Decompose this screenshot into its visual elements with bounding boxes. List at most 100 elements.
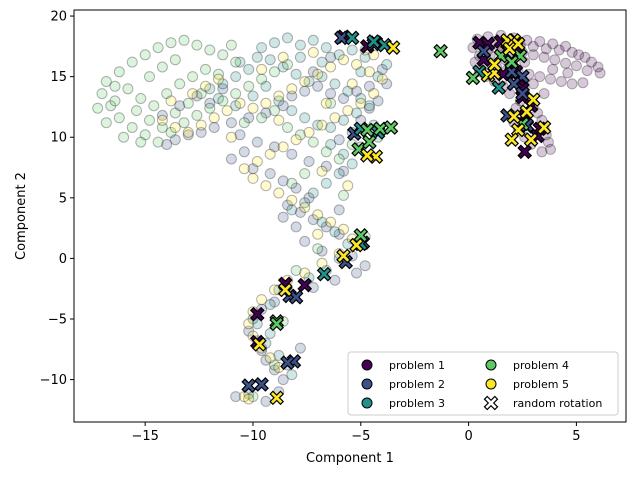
rotation-marker bbox=[385, 40, 401, 55]
cloud-point bbox=[135, 136, 147, 148]
cloud-point bbox=[286, 204, 298, 216]
cloud-point bbox=[573, 49, 585, 61]
cloud-point bbox=[290, 134, 302, 146]
cloud-point bbox=[165, 37, 177, 49]
cloud-point bbox=[247, 90, 259, 102]
cloud-point bbox=[372, 95, 384, 107]
cloud-point bbox=[217, 49, 229, 61]
cloud-point bbox=[547, 38, 559, 50]
cloud-point bbox=[581, 65, 593, 77]
cloud-point bbox=[338, 54, 349, 66]
cloud-point bbox=[139, 129, 151, 141]
rotation-marker bbox=[465, 70, 481, 86]
cloud-point bbox=[363, 102, 375, 114]
cloud-point bbox=[277, 141, 289, 153]
cloud-point bbox=[256, 112, 268, 124]
rotation-marker bbox=[366, 34, 382, 49]
cloud-point bbox=[247, 172, 259, 184]
cloud-point bbox=[243, 325, 255, 337]
cloud-point bbox=[549, 54, 561, 66]
cloud-point bbox=[126, 56, 138, 68]
y-tick-label: 15 bbox=[50, 70, 67, 85]
cloud-point bbox=[178, 34, 190, 46]
rotation-marker bbox=[433, 43, 448, 59]
cloud-point bbox=[243, 80, 255, 92]
cloud-point bbox=[560, 40, 572, 52]
rotation-marker bbox=[476, 43, 492, 59]
cloud-point bbox=[538, 88, 550, 100]
legend-label: problem 2 bbox=[389, 378, 445, 391]
x-tick-label: −15 bbox=[131, 429, 158, 444]
cloud-point bbox=[264, 352, 276, 364]
y-axis-ticks: −10 −5 0 5 10 15 20 bbox=[40, 10, 74, 388]
cloud-point bbox=[290, 221, 302, 233]
cloud-point bbox=[269, 37, 280, 49]
cloud-point bbox=[372, 71, 384, 83]
cloud-point bbox=[303, 76, 315, 87]
cloud-point bbox=[316, 56, 328, 68]
cloud-point bbox=[299, 235, 311, 247]
y-axis-label: Component 2 bbox=[14, 172, 29, 260]
cloud-point bbox=[553, 44, 565, 56]
cloud-point bbox=[161, 88, 173, 100]
cloud-point bbox=[100, 117, 112, 129]
cloud-point bbox=[204, 83, 216, 95]
cloud-point bbox=[555, 76, 567, 87]
rotation-marker bbox=[491, 80, 507, 95]
cloud-point bbox=[329, 226, 341, 238]
cloud-point bbox=[325, 139, 337, 150]
cloud-point bbox=[303, 156, 315, 167]
cloud-point bbox=[161, 139, 173, 150]
rotation-marker bbox=[254, 377, 269, 392]
cloud-point bbox=[148, 100, 160, 112]
cloud-point bbox=[230, 56, 242, 68]
cloud-point bbox=[264, 54, 276, 66]
cloud-point bbox=[351, 59, 362, 70]
cloud-point bbox=[182, 97, 194, 109]
cloud-point bbox=[282, 32, 293, 44]
cloud-point bbox=[217, 78, 229, 90]
rotation-marker bbox=[359, 122, 375, 138]
cloud-point bbox=[363, 80, 375, 92]
legend-box bbox=[347, 351, 619, 416]
cloud-point bbox=[213, 93, 224, 104]
cloud-point bbox=[131, 105, 142, 117]
cloud-point bbox=[152, 42, 164, 54]
cloud-point bbox=[200, 63, 211, 75]
cloud-point bbox=[260, 107, 272, 119]
cloud-point bbox=[225, 153, 237, 165]
cloud-point bbox=[277, 211, 289, 223]
plot-frame bbox=[73, 9, 627, 423]
rotation-marker bbox=[297, 277, 313, 293]
cloud-point bbox=[243, 318, 255, 330]
cloud-point bbox=[286, 177, 298, 189]
rotation-marker bbox=[288, 289, 304, 305]
cloud-point bbox=[182, 129, 194, 141]
cloud-point bbox=[247, 102, 259, 114]
cloud-point bbox=[277, 374, 289, 386]
cloud-point bbox=[195, 126, 207, 138]
cloud-point bbox=[144, 71, 155, 83]
cloud-point bbox=[290, 265, 302, 276]
cloud-point bbox=[225, 117, 237, 129]
cloud-point bbox=[251, 156, 263, 167]
rotation-marker bbox=[269, 316, 285, 332]
cloud-point bbox=[156, 109, 168, 121]
cloud-point bbox=[277, 51, 289, 63]
cloud-point bbox=[359, 260, 371, 272]
cloud-point bbox=[156, 61, 168, 73]
cloud-point bbox=[273, 95, 285, 107]
cloud-point bbox=[570, 60, 582, 72]
cloud-point bbox=[243, 63, 255, 75]
cloud-point bbox=[238, 163, 250, 175]
cloud-point bbox=[547, 63, 559, 75]
cloud-point bbox=[325, 51, 337, 63]
cloud-point bbox=[256, 42, 268, 54]
y-tick-label: 0 bbox=[59, 252, 67, 267]
cloud-point bbox=[320, 97, 332, 109]
cloud-point bbox=[325, 122, 337, 133]
x-axis-label: Component 1 bbox=[306, 451, 394, 466]
rotation-marker bbox=[249, 306, 265, 322]
cloud-point bbox=[376, 73, 388, 85]
cloud-point bbox=[264, 148, 276, 160]
